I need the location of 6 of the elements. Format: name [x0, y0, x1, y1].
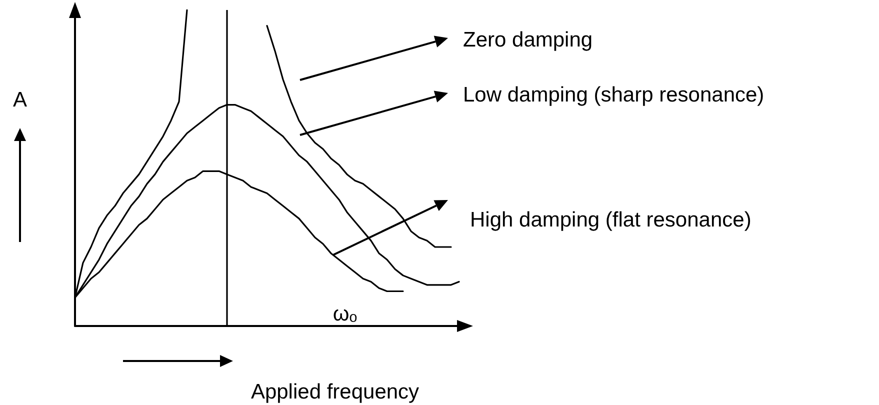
legend-label: High damping (flat resonance)	[470, 208, 752, 232]
legend-label: Low damping (sharp resonance)	[463, 84, 764, 106]
y-axis-title: A	[12, 88, 28, 112]
legend-label: Zero damping	[463, 28, 593, 52]
x-axis-title: Applied frequency	[250, 380, 420, 404]
annotation: ωₒ	[332, 302, 358, 326]
